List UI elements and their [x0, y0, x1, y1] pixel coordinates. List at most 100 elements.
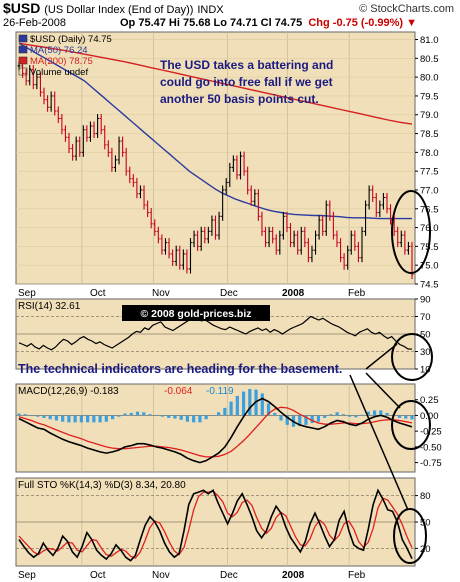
chart-title: $USD (US Dollar Index (End of Day)) INDX	[3, 0, 224, 16]
price-annotation: another 50 basis points cut.	[160, 92, 319, 106]
ohlc-values: Op 75.47 Hi 75.68 Lo 74.71 Cl 74.75	[120, 17, 303, 29]
macd-histogram-bar	[23, 414, 27, 416]
x-axis-label: Dec	[220, 288, 238, 299]
macd-axis-tick-label: -0.25	[420, 427, 442, 438]
macd-histogram-bar	[298, 415, 302, 427]
macd-histogram-bar	[117, 415, 121, 417]
macd-histogram-bar	[235, 395, 239, 416]
macd-histogram-bar	[210, 415, 214, 416]
macd-histogram-bar	[185, 415, 190, 422]
macd-hist-legend: -0.119	[206, 386, 234, 397]
connector-line	[365, 372, 401, 409]
macd-histogram-bar	[36, 415, 40, 417]
macd-legend: MACD(12,26,9) -0.183	[18, 386, 119, 397]
price-legend: $USD (Daily) 74.75	[30, 34, 112, 45]
macd-histogram-bar	[341, 414, 345, 416]
rsi-axis-tick-label: 70	[420, 312, 431, 323]
price-axis-tick-label: 79.5	[420, 91, 439, 102]
rsi-axis-tick-label: 50	[420, 330, 431, 341]
macd-histogram-bar	[404, 415, 408, 419]
price-annotation: The USD takes a battering and	[160, 58, 333, 72]
macd-panel	[15, 383, 416, 473]
macd-histogram-bar	[129, 412, 133, 416]
price-axis-tick-label: 77.0	[420, 185, 439, 196]
rsi-axis-tick-label: 90	[420, 295, 431, 306]
macd-histogram-bar	[335, 412, 339, 416]
ma200-legend: MA(200) 78.75	[30, 56, 93, 67]
macd-histogram-bar	[223, 407, 227, 416]
macd-histogram-bar	[154, 415, 158, 417]
x-axis-label-bottom: Dec	[220, 570, 238, 581]
price-axis-tick-label: 75.0	[420, 261, 439, 272]
x-axis-label: Oct	[90, 288, 106, 299]
sto-k-line	[18, 488, 413, 562]
sto-axis-tick-label: 50	[420, 518, 431, 529]
macd-histogram-bar	[354, 415, 358, 418]
macd-histogram-bar	[179, 415, 183, 420]
macd-histogram-bar	[360, 414, 364, 416]
macd-line	[18, 397, 413, 464]
rsi-legend: RSI(14) 32.61	[18, 301, 81, 312]
macd-axis-tick-label: 0.25	[420, 395, 439, 406]
macd-histogram-bar	[73, 415, 77, 423]
macd-histogram-bar	[217, 412, 221, 416]
down-triangle-icon: ▼	[406, 17, 418, 29]
macd-axis-tick-label: -0.50	[420, 442, 442, 453]
macd-histogram-bar	[135, 411, 140, 416]
macd-highlight-circle	[391, 400, 431, 450]
price-axis-tick-label: 80.5	[420, 54, 439, 65]
x-axis-label-bottom: Feb	[348, 570, 366, 581]
copyright-box	[122, 305, 270, 321]
sto-legend: Full STO %K(14,3) %D(3) 8.34, 20.80	[18, 480, 186, 491]
macd-histogram-bar	[17, 413, 21, 416]
macd-histogram-bar	[67, 415, 71, 423]
price-axis-tick-label: 78.5	[420, 129, 439, 140]
index-name: (US Dollar Index (End of Day))	[44, 4, 194, 16]
macd-histogram-bar	[385, 412, 389, 416]
macd-histogram-bar	[273, 412, 277, 416]
macd-histogram-bar	[29, 415, 34, 416]
macd-histogram-bar	[54, 415, 59, 421]
macd-histogram-bar	[229, 401, 233, 416]
macd-histogram-bar	[42, 415, 46, 418]
macd-histogram-bar	[379, 410, 383, 416]
symbol-label: $USD	[3, 0, 41, 16]
ma200-line	[18, 42, 413, 125]
macd-histogram-bar	[61, 415, 65, 422]
macd-histogram-bar	[397, 415, 402, 418]
x-axis-label: Feb	[348, 288, 366, 299]
macd-histogram-bar	[173, 415, 177, 419]
exchange-label: INDX	[197, 4, 224, 16]
macd-axis-tick-label: -0.75	[420, 458, 442, 469]
volume-legend: Volume undef	[30, 67, 88, 78]
price-axis-tick-label: 76.5	[420, 204, 439, 215]
macd-signal-legend: -0.064	[164, 386, 193, 397]
ma50-legend-swatch	[18, 45, 28, 54]
x-axis-label-bottom: Oct	[90, 570, 106, 581]
ohlc-readout: Op 75.47 Hi 75.68 Lo 74.71 Cl 74.75 Chg …	[120, 17, 417, 29]
highlight-circle	[391, 190, 431, 274]
connector-line	[365, 343, 398, 370]
price-annotation: could go into free fall if we get	[160, 75, 333, 89]
sto-highlight-circle	[393, 508, 427, 564]
macd-histogram-bar	[304, 415, 308, 425]
x-axis-label-bottom: 2008	[282, 570, 305, 581]
price-legend-swatch	[18, 34, 28, 43]
ma50-legend: MA(50) 76.24	[30, 45, 88, 56]
rsi-axis-tick-label: 30	[420, 347, 431, 358]
quote-date: 26-Feb-2008	[3, 17, 66, 29]
price-axis-tick-label: 77.5	[420, 167, 439, 178]
price-axis-tick-label: 80.0	[420, 73, 439, 84]
connector-line	[349, 374, 409, 511]
rsi-axis-tick-label: 10	[420, 365, 431, 376]
price-axis-tick-label: 81.0	[420, 35, 439, 46]
macd-histogram-bar	[110, 415, 115, 420]
x-axis-label: 2008	[282, 288, 305, 299]
stockcharts-logo[interactable]: © StockCharts.com	[359, 3, 454, 15]
volume-legend-swatch	[18, 67, 28, 76]
macd-histogram-bar	[192, 415, 196, 423]
macd-histogram-bar	[79, 415, 83, 423]
sto-axis-tick-label: 20	[420, 544, 431, 555]
macd-histogram-bar	[86, 415, 90, 423]
